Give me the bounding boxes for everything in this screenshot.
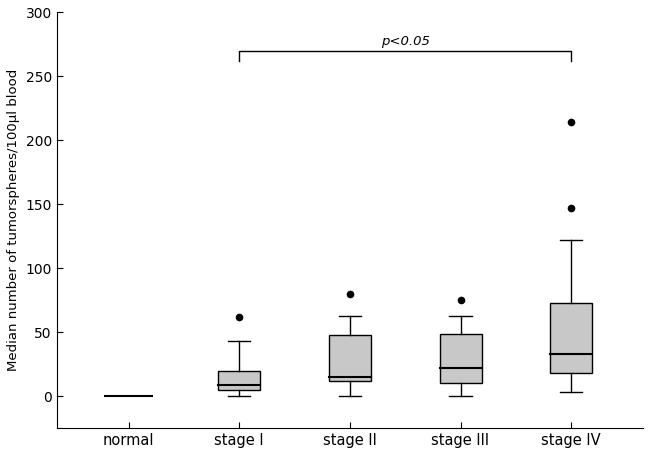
Y-axis label: Median number of tumorspheres/100μl blood: Median number of tumorspheres/100μl bloo… [7, 69, 20, 371]
Text: p<0.05: p<0.05 [381, 35, 430, 48]
Bar [218, 371, 260, 390]
Bar [550, 303, 592, 373]
Bar [439, 334, 482, 384]
Bar [329, 335, 371, 381]
